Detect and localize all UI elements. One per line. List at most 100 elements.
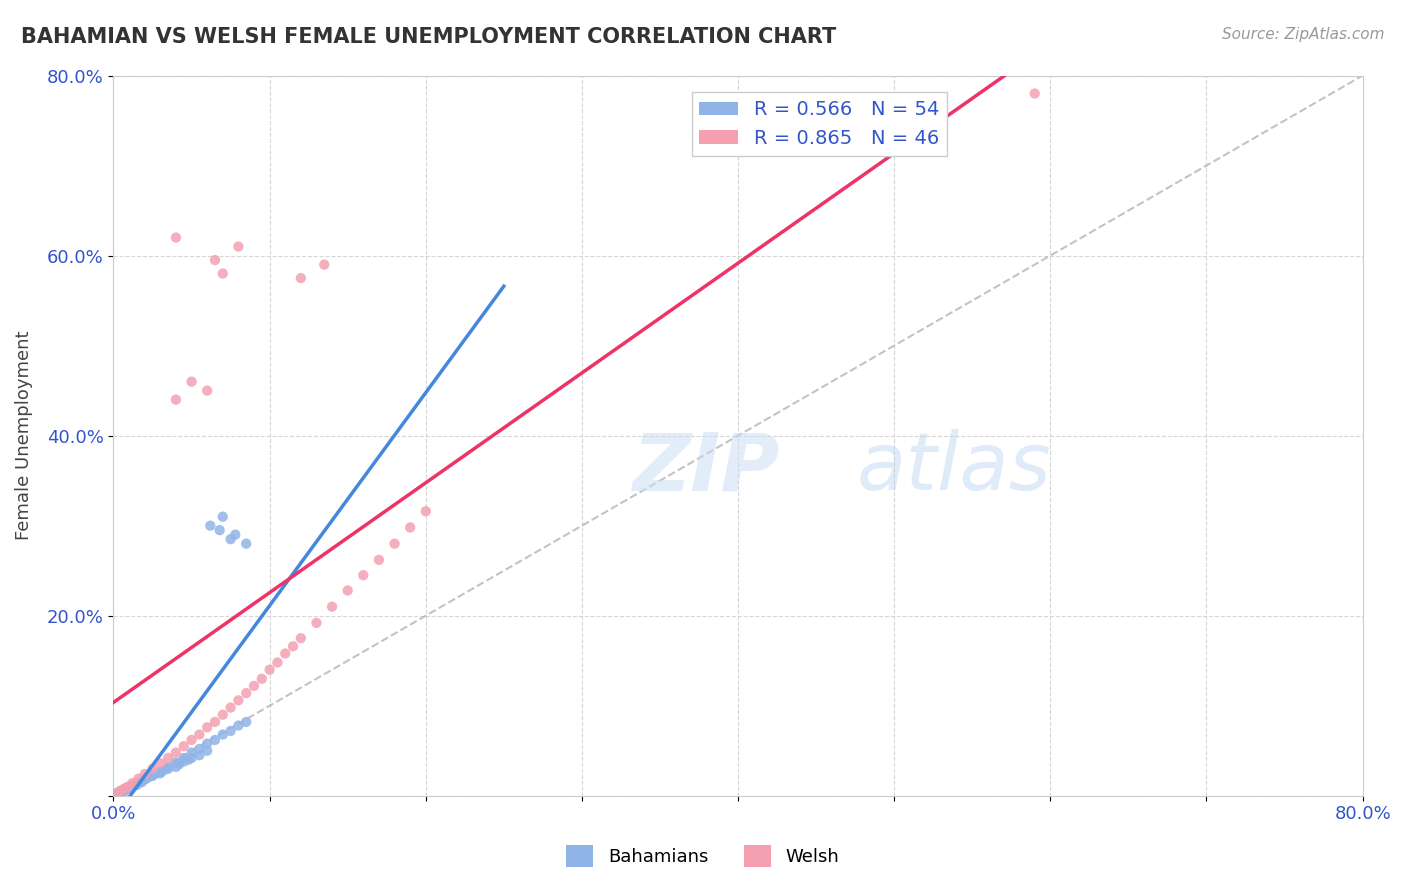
Point (141, 768, 163, 782)
Point (134, 772, 156, 787)
Point (110, 783, 132, 797)
Point (165, 392, 187, 407)
Point (188, 742, 211, 756)
Point (105, 786, 128, 800)
Point (314, 258, 336, 272)
Point (211, 727, 233, 741)
Point (290, 631, 312, 645)
Point (131, 775, 153, 789)
Point (157, 760, 180, 774)
Point (180, 733, 202, 747)
Point (208, 523, 231, 537)
Point (121, 779, 143, 793)
Point (149, 764, 172, 779)
Point (177, 753, 200, 767)
Point (136, 771, 159, 785)
Point (127, 772, 149, 786)
Point (204, 714, 226, 729)
Point (228, 239, 250, 253)
Point (281, 640, 304, 654)
Point (146, 766, 169, 780)
Point (228, 693, 250, 707)
Point (134, 772, 156, 786)
Point (1024, 87, 1046, 101)
Point (121, 776, 143, 790)
Point (204, 253, 226, 268)
Text: atlas: atlas (856, 429, 1052, 507)
Point (115, 781, 138, 796)
Point (243, 679, 266, 693)
Point (141, 762, 163, 776)
Point (188, 727, 211, 741)
Point (235, 714, 257, 729)
Point (195, 720, 218, 734)
Point (219, 723, 242, 738)
Point (165, 230, 187, 244)
Point (235, 686, 257, 700)
Point (259, 663, 281, 677)
Point (165, 756, 187, 770)
Point (274, 647, 297, 661)
Point (321, 599, 343, 614)
Point (165, 746, 187, 760)
Point (204, 733, 226, 747)
Point (115, 782, 138, 797)
Point (167, 757, 190, 772)
Point (131, 774, 153, 789)
Point (211, 267, 233, 281)
Point (305, 615, 328, 630)
Legend: Bahamians, Welsh: Bahamians, Welsh (560, 838, 846, 874)
Point (125, 778, 148, 792)
Point (219, 532, 242, 546)
Point (173, 739, 195, 754)
Point (290, 271, 312, 285)
Point (180, 751, 202, 765)
Point (157, 762, 180, 776)
Text: ZIP: ZIP (631, 429, 779, 507)
Point (211, 707, 233, 722)
Point (235, 537, 257, 551)
Point (105, 787, 128, 801)
Point (118, 780, 141, 795)
Point (165, 760, 187, 774)
Point (149, 766, 172, 780)
Point (112, 781, 135, 796)
Point (117, 780, 139, 794)
Y-axis label: Female Unemployment: Female Unemployment (15, 331, 32, 541)
Point (111, 783, 134, 797)
Point (118, 781, 141, 796)
Point (112, 784, 135, 798)
Point (107, 786, 129, 800)
Point (195, 384, 218, 398)
Point (399, 520, 422, 534)
Point (195, 744, 218, 758)
Point (152, 764, 174, 778)
Point (211, 509, 233, 524)
Point (250, 672, 273, 686)
Text: BAHAMIAN VS WELSH FEMALE UNEMPLOYMENT CORRELATION CHART: BAHAMIAN VS WELSH FEMALE UNEMPLOYMENT CO… (21, 27, 837, 46)
Point (149, 756, 172, 771)
Point (104, 788, 127, 802)
Point (125, 776, 148, 790)
Point (108, 784, 131, 798)
Point (110, 785, 132, 799)
Point (107, 787, 129, 801)
Point (224, 527, 246, 541)
Point (134, 767, 156, 781)
Point (173, 755, 195, 769)
Text: Source: ZipAtlas.com: Source: ZipAtlas.com (1222, 27, 1385, 42)
Point (195, 737, 218, 751)
Point (104, 788, 127, 802)
Point (368, 553, 391, 567)
Point (415, 504, 437, 518)
Point (180, 746, 202, 760)
Point (173, 751, 195, 765)
Legend: R = 0.566   N = 54, R = 0.865   N = 46: R = 0.566 N = 54, R = 0.865 N = 46 (692, 93, 946, 156)
Point (121, 780, 143, 794)
Point (352, 568, 374, 582)
Point (157, 751, 180, 765)
Point (228, 718, 250, 732)
Point (219, 700, 242, 714)
Point (266, 656, 288, 670)
Point (108, 785, 131, 799)
